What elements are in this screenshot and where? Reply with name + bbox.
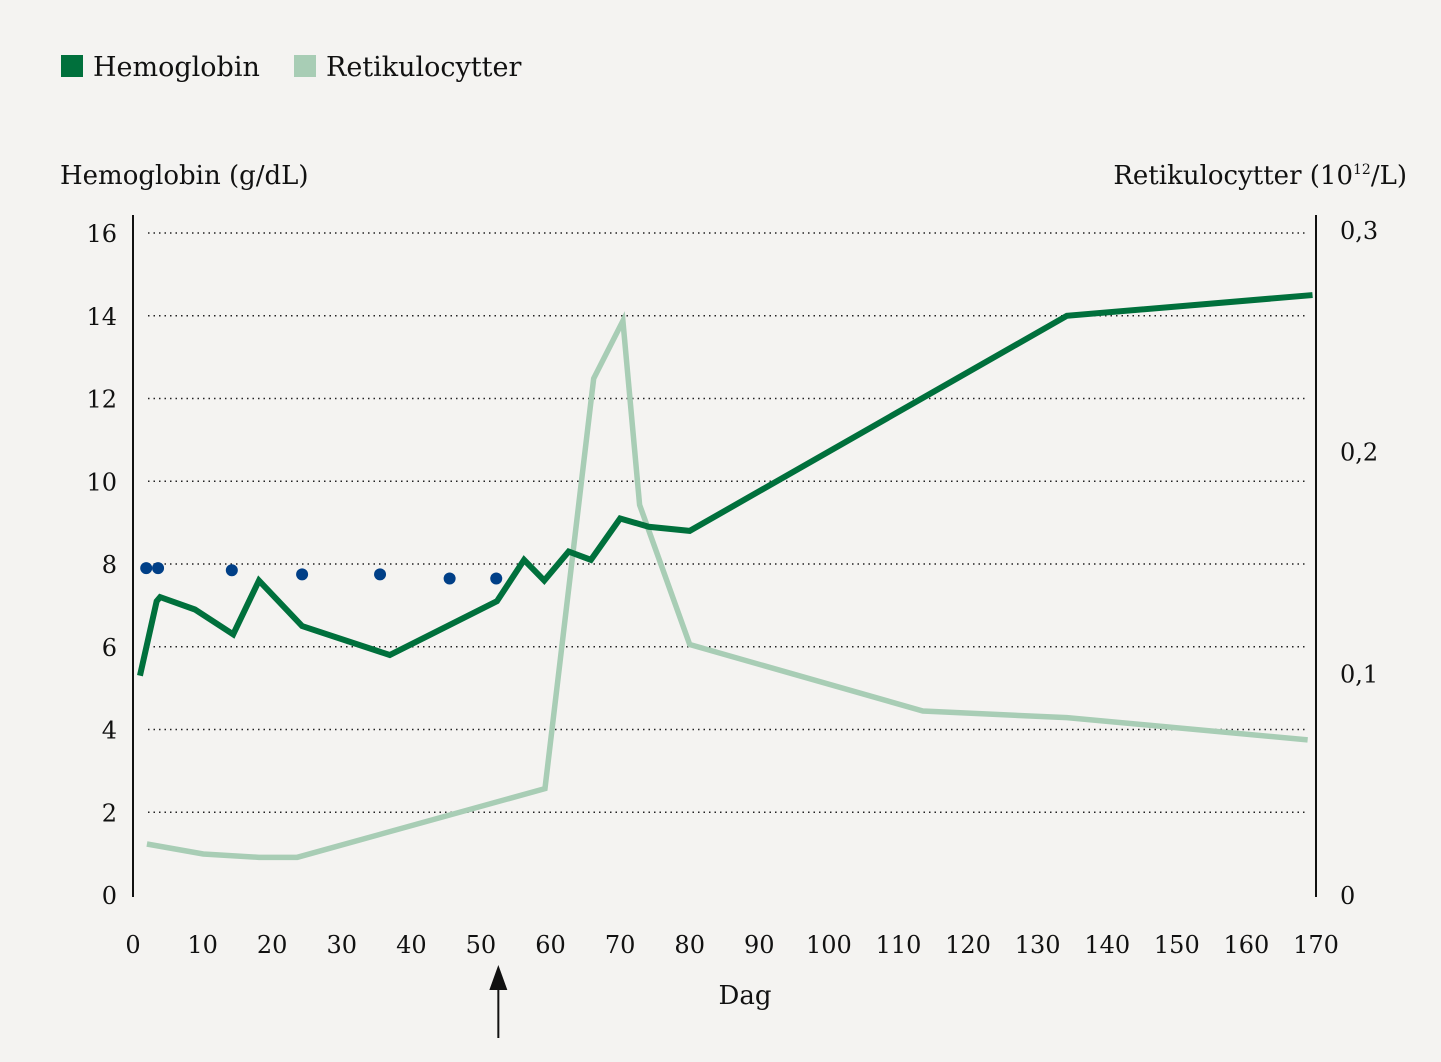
- series: [137, 292, 1313, 861]
- x-tick-label: 80: [674, 931, 705, 959]
- gridlines: [148, 232, 1305, 814]
- y-right-axis-title-sup: 12: [1353, 162, 1371, 178]
- legend: Hemoglobin Retikulocytter: [61, 52, 521, 83]
- x-tick-label: 0: [125, 931, 140, 959]
- x-tick-label: 150: [1154, 931, 1200, 959]
- data-point: [296, 568, 309, 581]
- y-left-tick-label: 2: [102, 799, 117, 827]
- x-tick-label: 50: [466, 931, 497, 959]
- y-right-axis-title-tail: /L): [1371, 161, 1407, 191]
- arrow-marker: [489, 965, 508, 1038]
- y-right-tick-label: 0,3: [1340, 217, 1378, 245]
- series-line-hemoglobin: [137, 292, 1313, 677]
- x-axis-title: Dag: [719, 981, 772, 1011]
- series-line-retikulocytter: [146, 311, 1308, 861]
- data-point: [490, 572, 503, 585]
- x-tick-label: 10: [187, 931, 218, 959]
- y-right-tick-label: 0,1: [1340, 660, 1378, 688]
- x-tick-label: 110: [876, 931, 922, 959]
- x-tick-label: 170: [1293, 931, 1339, 959]
- y-right-tick-label: 0: [1340, 882, 1355, 910]
- data-point: [225, 564, 238, 577]
- legend-swatch-retikulocytter: [294, 55, 316, 77]
- x-tick-label: 20: [257, 931, 288, 959]
- x-tick-label: 100: [806, 931, 852, 959]
- y-left-tick-label: 16: [86, 220, 117, 248]
- y-right-tick-label: 0,2: [1340, 439, 1378, 467]
- y-left-tick-label: 14: [86, 303, 117, 331]
- x-tick-label: 90: [744, 931, 775, 959]
- x-tick-label: 120: [945, 931, 991, 959]
- x-tick-label: 140: [1084, 931, 1130, 959]
- x-tick-label: 60: [535, 931, 566, 959]
- legend-label-retikulocytter: Retikulocytter: [326, 52, 521, 83]
- data-point: [152, 562, 165, 575]
- y-right-axis-title-main: Retikulocytter (10: [1113, 161, 1353, 191]
- arrow-head: [489, 965, 508, 990]
- y-left-tick-label: 12: [86, 386, 117, 414]
- y-left-axis-title: Hemoglobin (g/dL): [60, 161, 309, 191]
- x-tick-label: 40: [396, 931, 427, 959]
- data-point: [443, 572, 456, 585]
- x-tick-label: 130: [1015, 931, 1061, 959]
- y-left-tick-label: 10: [86, 468, 117, 496]
- data-point: [140, 562, 153, 575]
- x-tick-label: 70: [605, 931, 636, 959]
- data-point: [374, 568, 387, 581]
- x-tick-label: 160: [1224, 931, 1270, 959]
- y-left-tick-label: 4: [102, 717, 117, 745]
- y-left-tick-label: 0: [102, 882, 117, 910]
- legend-swatch-hemoglobin: [61, 55, 83, 77]
- y-right-axis-title: Retikulocytter (1012/L): [1113, 161, 1407, 191]
- y-left-tick-label: 8: [102, 551, 117, 579]
- legend-label-hemoglobin: Hemoglobin: [93, 52, 260, 83]
- y-left-tick-label: 6: [102, 634, 117, 662]
- x-tick-label: 30: [326, 931, 357, 959]
